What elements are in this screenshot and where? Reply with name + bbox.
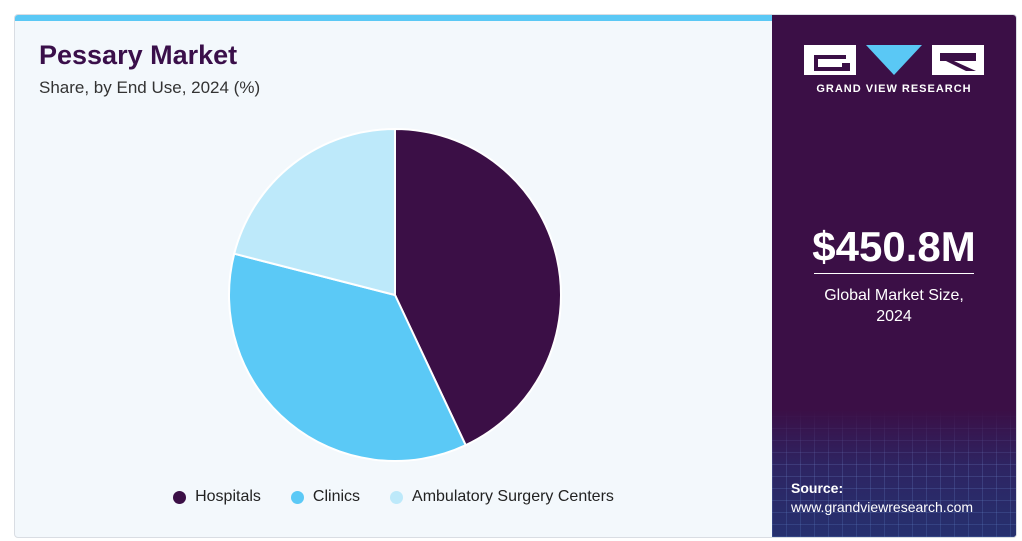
source-url: www.grandviewresearch.com — [791, 499, 974, 515]
legend-swatch — [290, 490, 304, 504]
pie-slice-clinics — [228, 252, 468, 462]
legend-item: Clinics — [290, 488, 361, 506]
market-size-label-line1: Global Market Size, — [824, 287, 964, 304]
legend-item: Ambulatory Surgery Centers — [390, 488, 614, 506]
decorative-grid — [772, 410, 1016, 537]
divider — [814, 273, 974, 274]
accent-bar — [15, 15, 772, 21]
chart-legend: Hospitals Clinics Ambulatory Surgery Cente… — [15, 488, 772, 506]
legend-swatch — [390, 490, 404, 504]
legend-item: Hospitals — [173, 488, 261, 506]
logo-wordmark: GRAND VIEW RESEARCH — [816, 83, 972, 95]
legend-label: Clinics — [312, 488, 361, 505]
source-label: Source: — [791, 480, 844, 496]
market-size-value: $450.8M — [812, 223, 976, 270]
pie-chart — [228, 127, 562, 462]
sidebar-panel: GRAND VIEW RESEARCH $450.8M Global Marke… — [772, 15, 1016, 537]
chart-title: Pessary Market — [39, 40, 238, 70]
pie-slice-ambulatory-surgery-centers — [232, 127, 396, 297]
legend-label: Ambulatory Surgery Centers — [412, 488, 614, 505]
market-size-label: Global Market Size, 2024 — [772, 285, 1016, 327]
market-size-label-line2: 2024 — [876, 308, 912, 325]
legend-label: Hospitals — [195, 488, 261, 505]
chart-subtitle: Share, by End Use, 2024 (%) — [39, 78, 261, 97]
chart-card: Pessary Market Share, by End Use, 2024 (… — [14, 14, 1017, 538]
legend-swatch — [173, 490, 187, 504]
pie-slice-hospitals — [394, 127, 562, 447]
grand-view-research-logo-icon — [804, 45, 984, 75]
